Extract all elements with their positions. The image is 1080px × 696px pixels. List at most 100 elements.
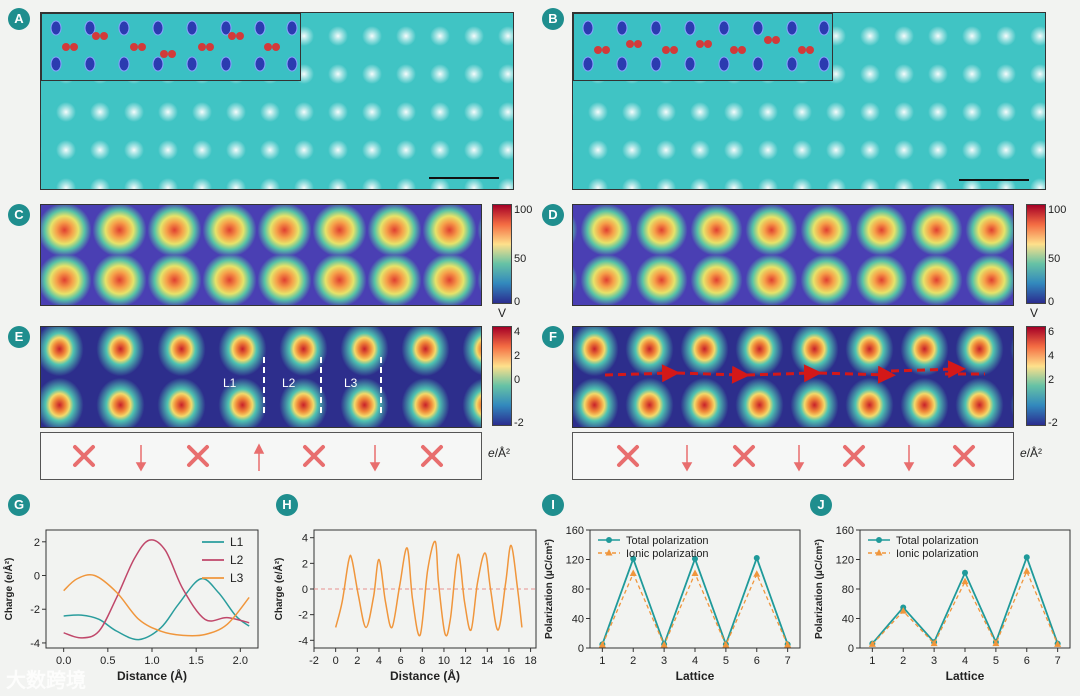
y-tick-label-j: 40 [842, 614, 854, 626]
data-point-i-1 [691, 569, 699, 577]
charge-unit-f: e/Å² [1020, 446, 1042, 460]
dipole-schematic-e [40, 432, 482, 480]
panel-label-b: B [542, 8, 564, 30]
y-tick-label-g: 0 [34, 571, 40, 583]
colorbar-c-tick-50: 50 [514, 253, 527, 265]
x-tick-label-h: 16 [503, 655, 515, 667]
cut-line-2 [320, 357, 322, 413]
x-tick-label-i: 3 [661, 655, 667, 667]
colorbar-f-tick-neg2: -2 [1048, 417, 1058, 429]
charge-unit-e: e/Å² [488, 446, 510, 460]
chart-i: 1 2 3 4 5 6 7 0 40 80 120 160 Lattice Polarization (μ… [544, 525, 801, 683]
y-tick-label-j: 120 [836, 555, 854, 567]
data-point-i-0 [630, 555, 637, 562]
panel-label-d: D [542, 204, 564, 226]
x-tick-label-h: 12 [459, 655, 471, 667]
series-line-g-1 [63, 539, 250, 639]
colorbar-f-tick-6: 6 [1048, 326, 1055, 338]
x-axis-label-j: Lattice [946, 669, 985, 683]
colorbar-e-tick-neg2: -2 [514, 417, 524, 429]
data-point-i-1 [753, 570, 761, 577]
charge-unit-e-numerator: e [488, 446, 495, 460]
y-tick-label-i: 0 [578, 643, 584, 655]
x-tick-label-h: 4 [376, 655, 382, 667]
data-point-i-1 [660, 641, 668, 648]
x-axis-label-h: Distance (Å) [390, 668, 460, 683]
y-tick-label-i: 40 [572, 614, 584, 626]
chart-j: 1 2 3 4 5 6 7 0 40 80 120 160 Lattice Polarization (μ… [814, 525, 1071, 683]
series-line-i-1 [601, 571, 789, 647]
series-line-g-0 [63, 577, 250, 641]
y-axis-label-g: Charge (e/Å²) [2, 558, 15, 621]
panel-label-e: E [8, 326, 30, 348]
dipole-symbols-e [73, 443, 443, 472]
colorbar-f [1026, 326, 1046, 426]
colorbar-f-tick-4: 4 [1048, 350, 1055, 362]
x-tick-label-i: 4 [692, 655, 698, 667]
panel-label-f: F [542, 326, 564, 348]
data-point-i-0 [753, 555, 760, 562]
atomic-model-b [582, 20, 830, 72]
colorbar-d-tick-50: 50 [1048, 253, 1061, 265]
x-tick-label-g: 1.0 [144, 655, 159, 667]
x-tick-label-h: 8 [419, 655, 425, 667]
data-point-j-1 [868, 640, 876, 647]
x-tick-label-h: 18 [524, 655, 536, 667]
scale-bar-a [429, 177, 499, 179]
watermark: 大数跨境 [6, 670, 86, 692]
plot-frame-g [45, 529, 259, 649]
colorbar-e-tick-0: 0 [514, 374, 521, 386]
colorbar-e [492, 326, 512, 426]
charge-unit-f-numerator: e [1020, 446, 1027, 460]
x-tick-label-g: 1.5 [189, 655, 204, 667]
legend-label-j-1: Ionic polarization [896, 548, 979, 560]
legend-marker-j-0 [876, 537, 882, 543]
data-point-i-1 [598, 641, 606, 648]
legend-label-i-0: Total polarization [626, 535, 709, 547]
x-tick-label-h: -2 [309, 655, 319, 667]
y-tick-label-g: 2 [34, 537, 40, 549]
atomic-model-inset-b [573, 13, 833, 81]
x-tick-label-j: 5 [993, 655, 999, 667]
colorbar-e-tick-4: 4 [514, 326, 521, 338]
x-tick-label-i: 2 [630, 655, 636, 667]
chart-g: 0.0 0.5 1.0 1.5 2.0 2 0 -2 -4 Distance (Å) Charge … [2, 529, 259, 683]
colorbar-c [492, 204, 512, 304]
charge-unit-f-denominator: /Å² [1026, 446, 1043, 460]
dipole-symbols-f [617, 445, 975, 472]
y-tick-label-h: 4 [302, 533, 308, 545]
series-line-g-2 [63, 573, 250, 637]
x-tick-label-j: 6 [1024, 655, 1030, 667]
y-axis-label-h: Charge (e/Å²) [272, 558, 285, 621]
cut-line-3 [380, 357, 382, 413]
y-tick-label-j: 160 [836, 525, 854, 537]
polarization-arrows-f [604, 360, 985, 384]
y-tick-label-g: -2 [30, 604, 40, 616]
data-point-j-1 [1054, 640, 1062, 647]
colorbar-c-unit: V [498, 306, 507, 320]
y-tick-label-h: -2 [298, 610, 308, 622]
panel-label-g: G [8, 494, 30, 516]
series-line-h-0 [334, 540, 523, 637]
dipole-schematic-f [572, 432, 1014, 480]
legend-marker-j-1 [875, 549, 883, 556]
x-tick-label-i: 1 [599, 655, 605, 667]
y-tick-label-i: 120 [566, 555, 584, 567]
x-tick-label-g: 0.0 [56, 655, 71, 667]
legend-label-g-0: L1 [230, 535, 244, 549]
data-point-j-1 [930, 639, 938, 647]
x-tick-label-h: 10 [438, 655, 450, 667]
colorbar-c-tick-100: 100 [514, 204, 533, 216]
legend-marker-i-0 [606, 537, 612, 543]
panel-label-i: I [542, 494, 564, 516]
legend-label-g-2: L3 [230, 571, 244, 585]
data-point-j-1 [899, 607, 907, 614]
line-label-l2: L2 [282, 376, 296, 390]
x-tick-label-j: 7 [1055, 655, 1061, 667]
y-axis-label-j: Polarization (μC/cm²) [814, 539, 825, 639]
legend-label-j-0: Total polarization [896, 535, 979, 547]
x-tick-label-i: 6 [754, 655, 760, 667]
data-point-j-1 [1023, 567, 1031, 574]
y-tick-label-i: 80 [572, 584, 584, 596]
